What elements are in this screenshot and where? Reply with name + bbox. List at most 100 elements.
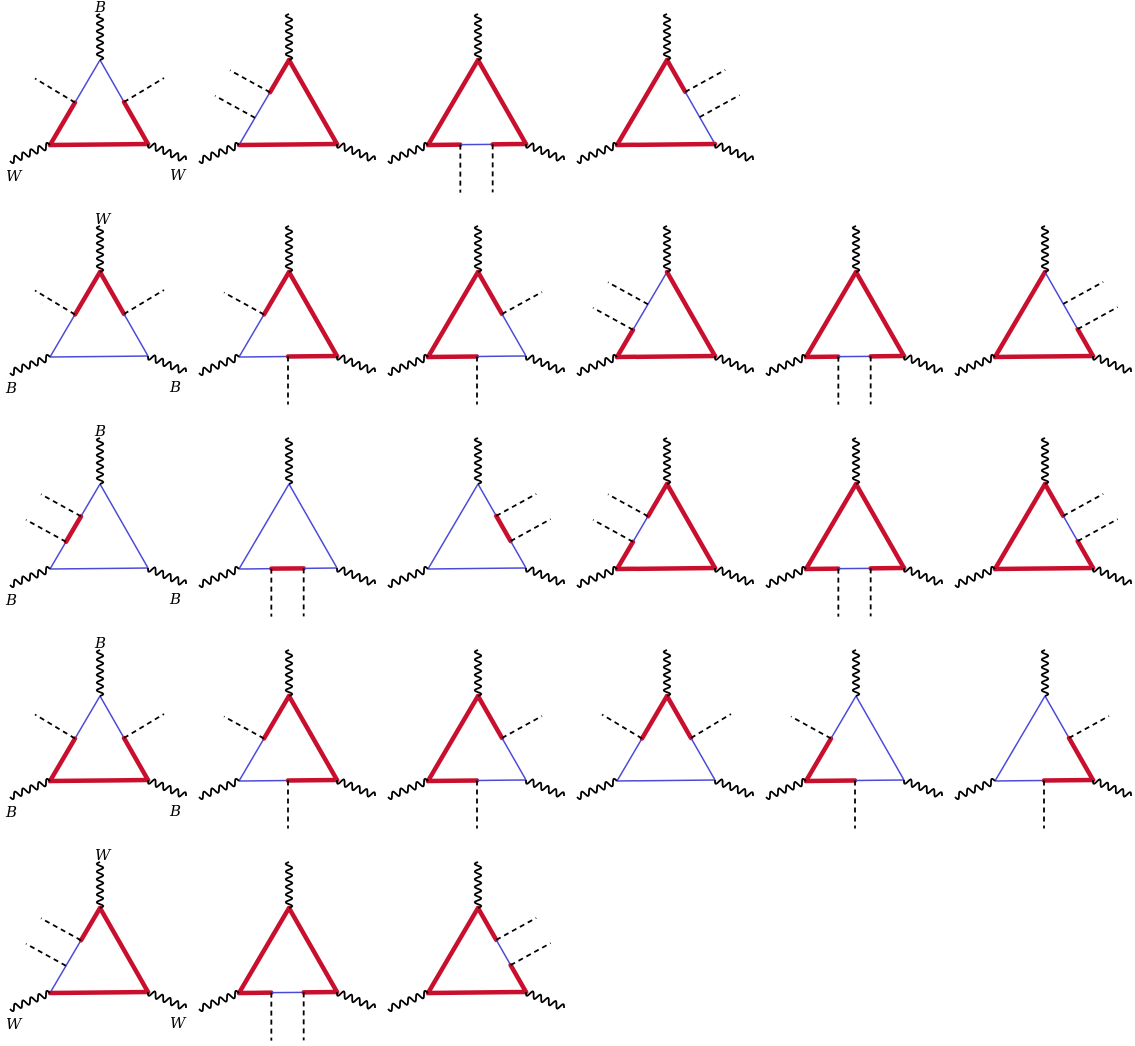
right-boson-label: W	[170, 166, 187, 184]
top-boson-line	[853, 226, 859, 272]
right-boson-line	[148, 779, 186, 796]
top-boson-line	[286, 438, 292, 484]
top-boson-label: B	[94, 422, 106, 440]
left-edge-mid	[66, 516, 81, 542]
feynman-diagram-r4-c2	[199, 650, 375, 829]
left-boson-label: W	[6, 1015, 23, 1033]
left-edge-upper	[264, 696, 289, 739]
left-edge	[428, 60, 478, 145]
left-edge-lower	[50, 966, 66, 993]
feynman-diagram-r3-c5	[766, 438, 942, 617]
right-edge-upper	[478, 696, 502, 738]
left-edge	[428, 908, 478, 993]
feynman-diagram-r3-c1: B B B	[5, 422, 186, 609]
feynman-diagram-r2-c6	[955, 226, 1131, 375]
right-edge-upper	[1045, 484, 1063, 516]
left-boson-line	[766, 355, 806, 375]
scalar-line-side	[502, 292, 542, 314]
left-edge-lower	[50, 103, 75, 146]
top-boson-line	[97, 438, 103, 484]
scalar-line-upper	[1063, 282, 1103, 304]
right-edge-lower	[124, 314, 148, 356]
right-edge	[856, 696, 904, 780]
scalar-line-right	[124, 714, 164, 738]
top-boson-line	[97, 862, 103, 908]
right-edge-mid	[496, 516, 510, 541]
top-boson-label: B	[94, 0, 106, 16]
left-edge	[428, 696, 478, 781]
base-edge-left	[806, 781, 855, 782]
left-edge-lower	[239, 118, 255, 145]
top-boson-line	[664, 650, 670, 696]
base-edge	[617, 144, 715, 145]
left-edge-upper	[270, 60, 289, 92]
right-edge-lower	[502, 314, 526, 356]
left-boson-label: B	[5, 591, 17, 609]
feynman-diagram-r3-c3	[388, 438, 564, 587]
right-boson-line	[337, 779, 375, 796]
right-boson-line	[526, 991, 564, 1008]
top-boson-line	[286, 226, 292, 272]
top-boson-line	[1042, 650, 1048, 696]
feynman-diagram-r1-c4	[577, 14, 753, 163]
left-edge-upper	[831, 696, 856, 739]
left-boson-line	[577, 355, 617, 375]
base-edge	[617, 356, 715, 357]
right-edge	[289, 60, 337, 144]
right-edge-upper	[478, 272, 502, 314]
right-edge	[289, 484, 337, 568]
feynman-diagram-r2-c3	[388, 226, 564, 405]
scalar-line-lower	[1078, 519, 1118, 541]
right-boson-label: B	[169, 590, 181, 608]
base-edge-left	[239, 781, 288, 782]
top-boson-line	[853, 438, 859, 484]
right-edge-lower	[1078, 541, 1093, 568]
base-edge	[50, 992, 148, 993]
left-boson-line	[10, 143, 50, 163]
base-edge-left	[239, 357, 288, 358]
right-boson-label: B	[169, 378, 181, 396]
left-edge-upper	[648, 272, 667, 304]
top-boson-line	[286, 862, 292, 908]
left-edge-upper	[642, 696, 667, 739]
scalar-line-upper	[230, 70, 270, 92]
feynman-diagram-r5-c2	[199, 862, 375, 1041]
top-boson-label: W	[95, 846, 112, 864]
right-boson-line	[1093, 567, 1131, 584]
left-edge-upper	[648, 484, 667, 516]
right-boson-line	[715, 567, 753, 584]
left-boson-line	[955, 567, 995, 587]
right-boson-line	[337, 991, 375, 1008]
left-edge-lower	[617, 542, 633, 569]
right-edge	[100, 908, 148, 992]
right-edge-lower	[1069, 738, 1093, 780]
right-boson-line	[1093, 779, 1131, 796]
top-boson-line	[475, 650, 481, 696]
left-edge-upper	[81, 908, 100, 940]
left-boson-line	[955, 355, 995, 375]
right-edge-upper	[667, 60, 685, 92]
top-boson-line	[475, 226, 481, 272]
scalar-line-upper	[685, 70, 725, 92]
left-boson-line	[10, 991, 50, 1011]
scalar-line-upper	[496, 918, 536, 940]
feynman-diagram-r4-c4	[577, 650, 753, 799]
left-edge-lower	[50, 739, 75, 782]
right-boson-line	[715, 779, 753, 796]
left-edge-upper	[264, 272, 289, 315]
right-edge-upper	[478, 484, 496, 516]
base-edge	[50, 144, 148, 145]
left-edge-mid	[633, 516, 648, 542]
feynman-diagram-r2-c2	[199, 226, 375, 405]
right-boson-line	[526, 355, 564, 372]
left-edge	[428, 484, 478, 569]
right-edge-lower	[1078, 329, 1093, 356]
left-boson-label: B	[5, 803, 17, 821]
base-edge	[617, 568, 715, 569]
left-boson-line	[388, 567, 428, 587]
right-edge	[478, 60, 526, 144]
left-edge-upper	[75, 272, 100, 315]
left-boson-line	[577, 143, 617, 163]
scalar-line-side	[224, 293, 264, 315]
left-edge-upper	[75, 60, 100, 103]
